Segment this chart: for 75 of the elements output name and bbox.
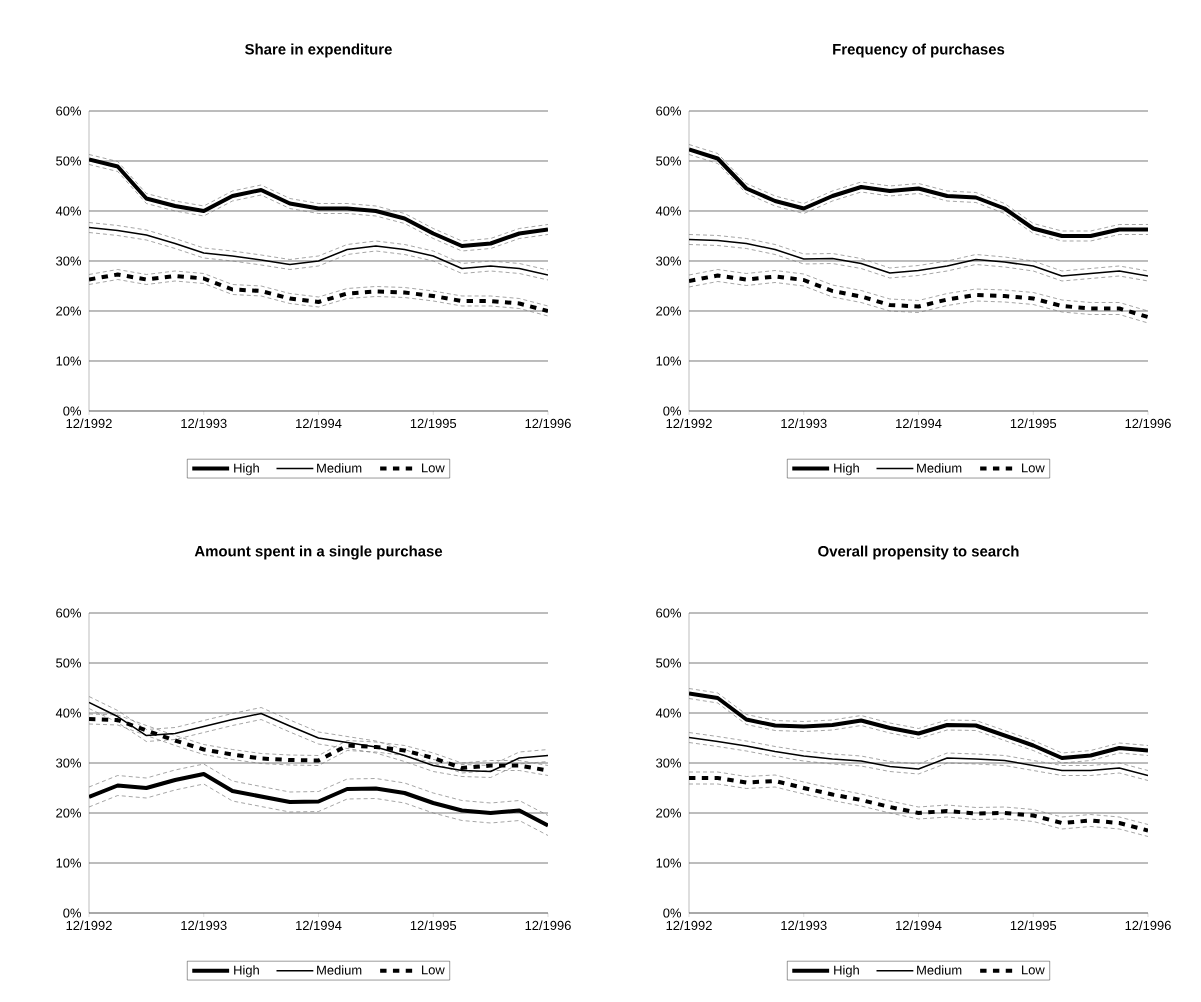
y-tick-label: 60%: [656, 608, 682, 618]
y-tick-label: 50%: [656, 658, 682, 668]
x-tick-label: 12/1996: [525, 418, 571, 429]
line-series: [89, 272, 548, 313]
y-tick-label: 10%: [56, 858, 82, 868]
y-tick-label: 30%: [656, 758, 682, 768]
y-tick-label: 50%: [56, 156, 82, 166]
y-tick-label: 60%: [656, 106, 682, 116]
y-tick-label: 40%: [55, 206, 82, 216]
y-tick-label: 60%: [56, 608, 82, 618]
y-tick-label: 20%: [656, 808, 682, 818]
y-tick-label: 60%: [56, 106, 82, 116]
line-series: [689, 281, 1149, 324]
y-tick-label: 40%: [655, 206, 682, 216]
y-tick-label: 20%: [56, 808, 82, 818]
y-tick-label: 10%: [656, 356, 682, 366]
legend-label: Medium: [317, 463, 362, 473]
x-tick-label: 12/1995: [410, 418, 457, 429]
x-tick-label: 12/1992: [66, 418, 112, 429]
x-tick-label: 12/1996: [1125, 418, 1171, 429]
y-tick-label: 20%: [56, 306, 82, 316]
x-tick-label: 12/1994: [896, 920, 942, 931]
x-tick-label: 12/1996: [525, 920, 571, 931]
x-tick-label: 12/1993: [781, 920, 827, 931]
x-tick-label: 12/1993: [781, 418, 827, 429]
x-tick-label: 12/1993: [181, 920, 227, 931]
legend-label: High: [234, 965, 259, 978]
x-tick-label: 12/1994: [296, 418, 342, 429]
y-tick-label: 30%: [56, 256, 82, 266]
legend-label: High: [234, 463, 259, 476]
x-tick-label: 12/1992: [666, 920, 712, 931]
chart-title: Amount spent in a single purchase: [194, 545, 443, 560]
x-tick-label: 12/1992: [666, 418, 712, 429]
chart-title: Overall propensity to search: [818, 545, 1019, 560]
y-tick-label: 0%: [663, 908, 682, 918]
line-series: [89, 232, 548, 281]
line-series: [689, 273, 1149, 319]
y-tick-label: 20%: [656, 306, 682, 316]
x-tick-label: 12/1992: [66, 920, 112, 931]
y-tick-label: 10%: [656, 858, 682, 868]
chart-title: Share in expenditure: [245, 43, 392, 58]
legend-label: High: [834, 463, 859, 476]
y-tick-label: 0%: [63, 406, 82, 416]
line-series: [89, 269, 548, 307]
line-series: [689, 776, 1149, 833]
line-series: [89, 279, 548, 317]
x-tick-label: 12/1995: [1010, 920, 1057, 931]
x-tick-label: 12/1996: [1125, 920, 1171, 931]
x-tick-label: 12/1994: [896, 418, 942, 429]
y-tick-label: 30%: [656, 256, 682, 266]
legend-label: Low: [1022, 463, 1045, 473]
legend-label: Low: [1022, 965, 1045, 975]
line-series: [689, 771, 1149, 825]
line-series: [689, 269, 1149, 312]
y-tick-label: 40%: [55, 708, 82, 718]
x-tick-label: 12/1995: [1010, 418, 1057, 429]
line-series: [689, 742, 1149, 781]
line-series: [689, 783, 1149, 837]
x-tick-label: 12/1994: [296, 920, 342, 931]
x-tick-label: 12/1993: [181, 418, 227, 429]
y-tick-label: 50%: [656, 156, 682, 166]
legend-label: Medium: [917, 965, 962, 975]
chart-title: Frequency of purchases: [833, 43, 1005, 58]
legend-label: Low: [422, 463, 445, 473]
x-tick-label: 12/1995: [410, 920, 457, 931]
y-tick-label: 0%: [63, 908, 82, 918]
y-tick-label: 40%: [655, 708, 682, 718]
legend-label: Low: [422, 965, 445, 975]
y-tick-label: 0%: [663, 406, 682, 416]
y-tick-label: 30%: [56, 758, 82, 768]
legend-label: High: [834, 965, 859, 978]
legend-label: Medium: [917, 463, 962, 473]
legend-label: Medium: [317, 965, 362, 975]
y-tick-label: 50%: [56, 658, 82, 668]
y-tick-label: 10%: [56, 356, 82, 366]
